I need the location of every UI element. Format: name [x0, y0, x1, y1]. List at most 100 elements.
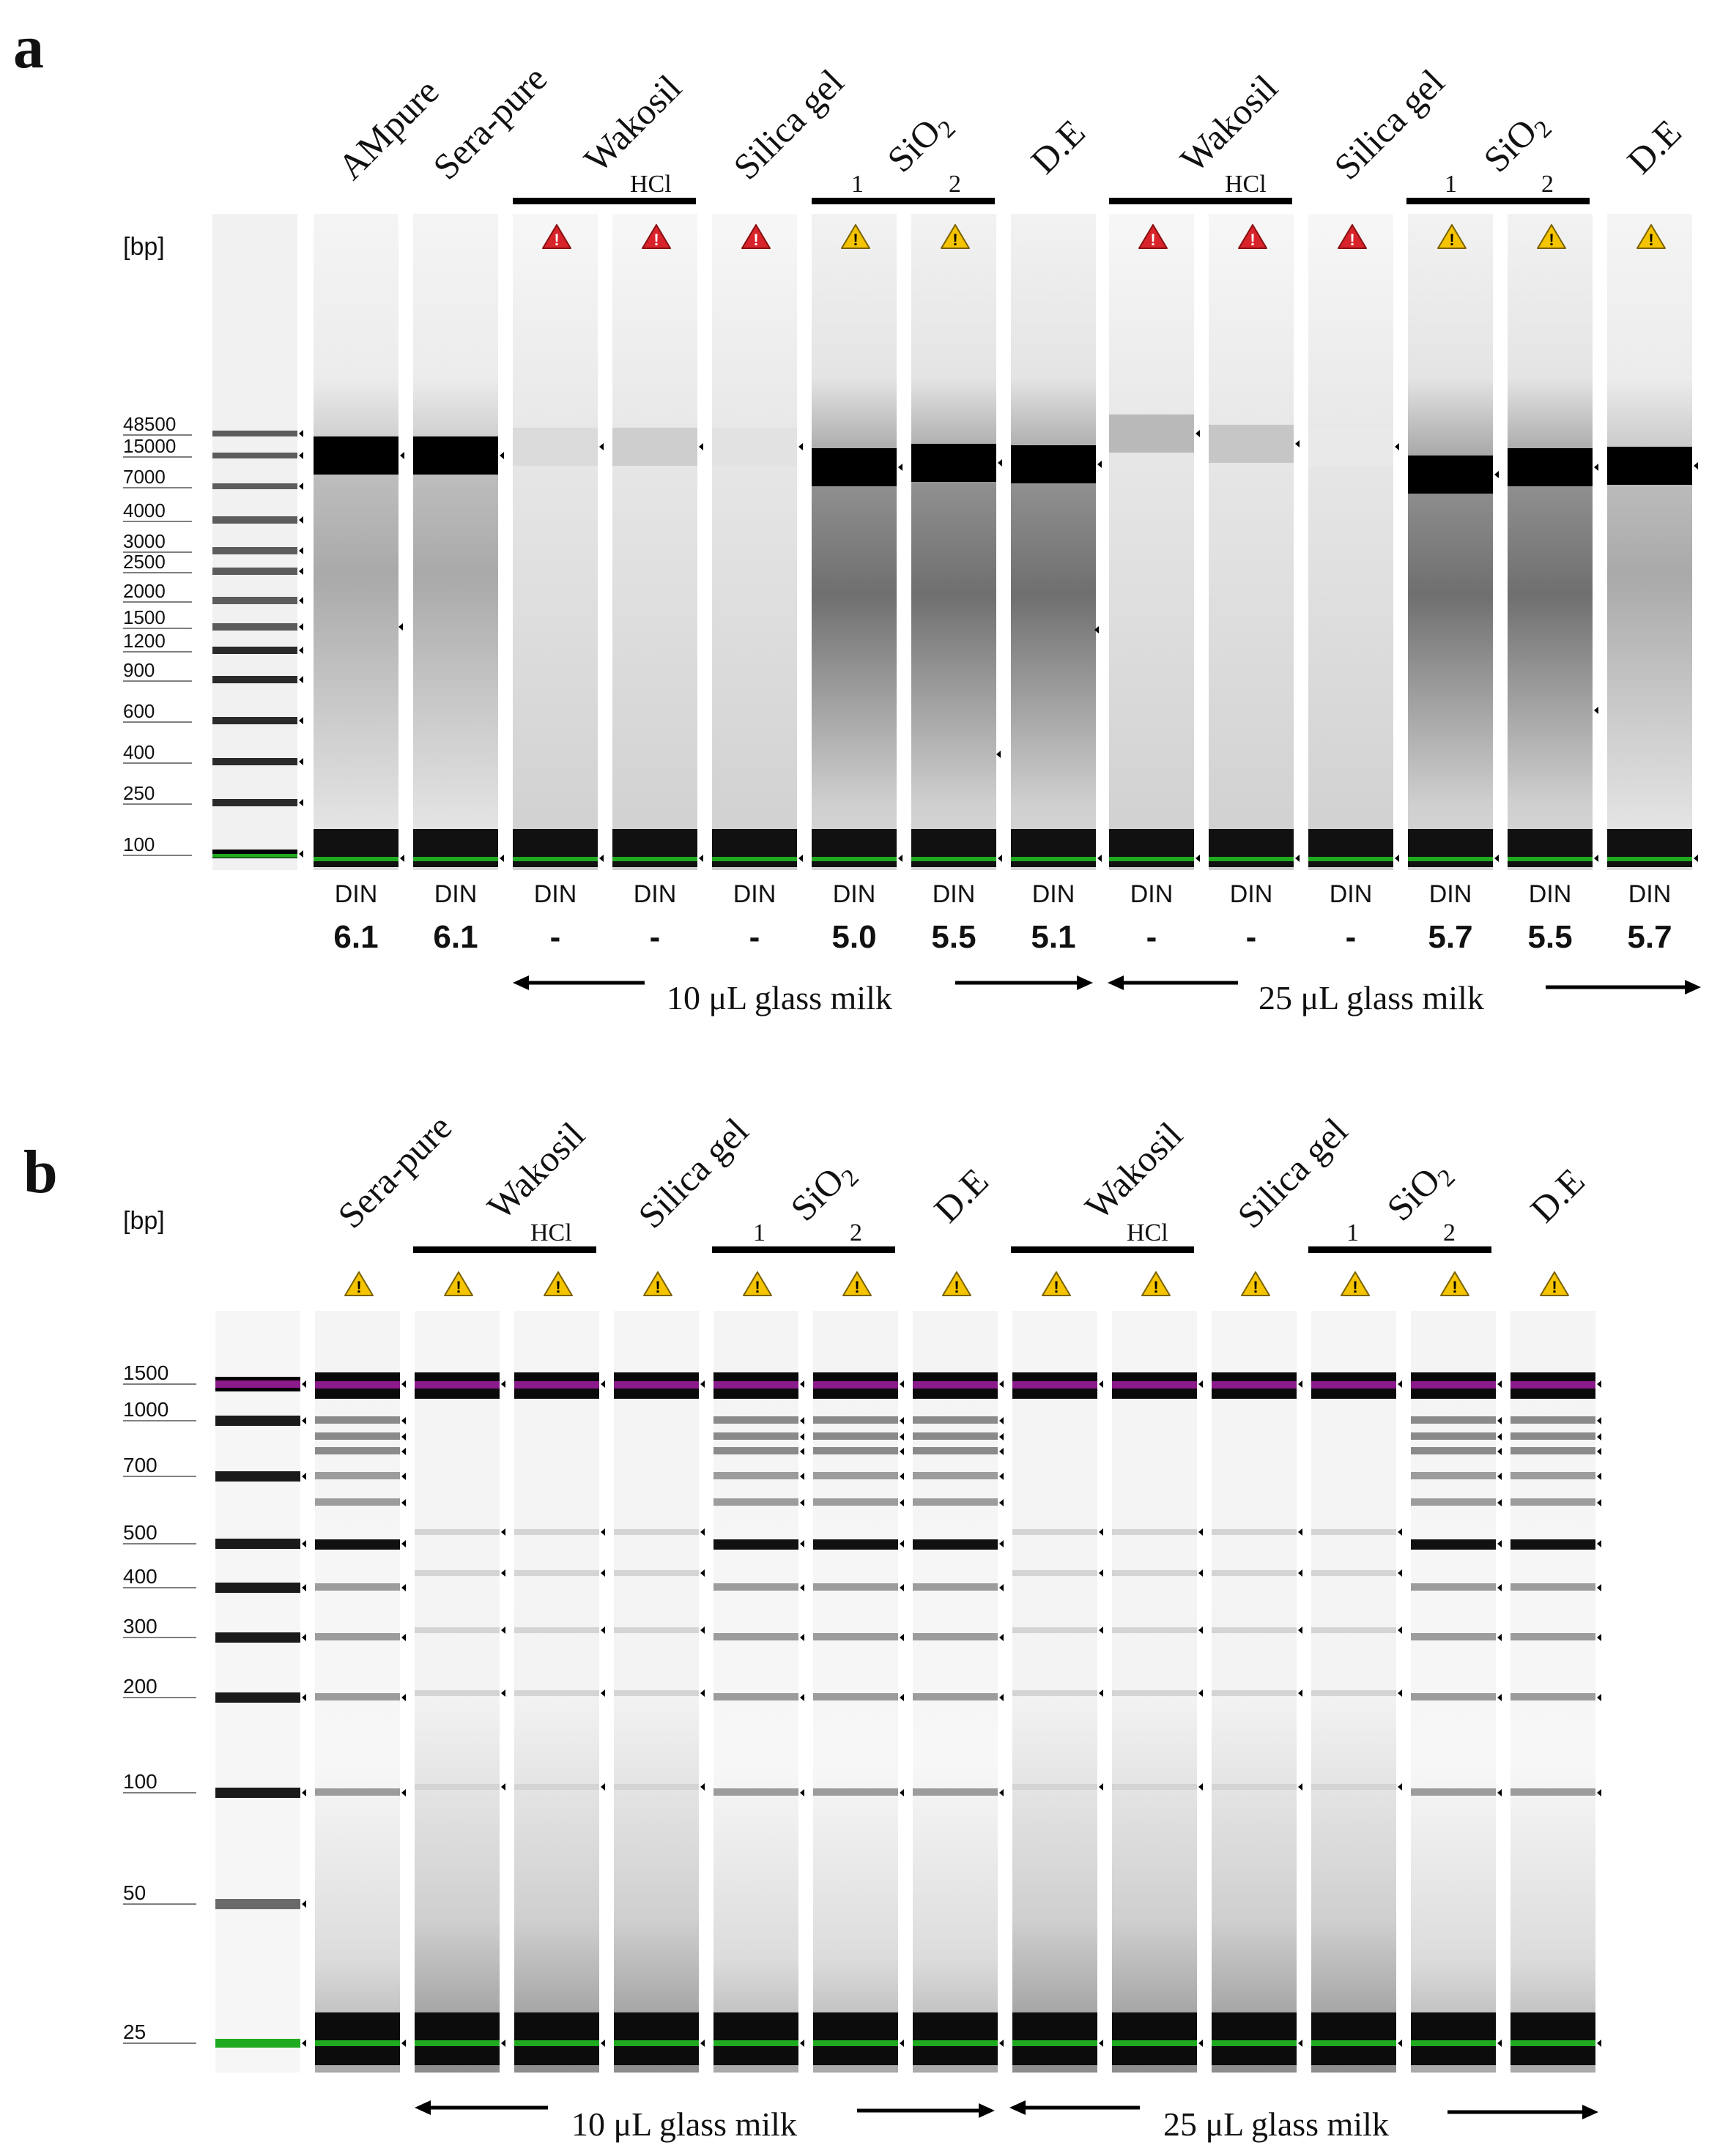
gel-band — [1012, 1570, 1097, 1576]
peak-marker — [798, 443, 803, 450]
peak-marker — [1099, 2040, 1103, 2047]
peak-marker — [1497, 1694, 1502, 1701]
panel-b-ladder-labels: 1500 1000 700 500 400 300 200 100 50 25 — [123, 1361, 196, 2044]
gel-band — [913, 1498, 998, 1506]
gel-band — [1112, 1690, 1197, 1696]
svg-text:!: ! — [1552, 1278, 1557, 1296]
ladder-band — [215, 1471, 300, 1482]
peak-marker — [1198, 1569, 1203, 1577]
peak-marker — [700, 2040, 705, 2047]
peak-marker — [999, 1473, 1004, 1480]
peak-marker — [1497, 1433, 1502, 1441]
ladder-label: 100 — [123, 1770, 157, 1793]
gel-band — [913, 1447, 998, 1454]
gel-lane — [1411, 1311, 1502, 2073]
peak-marker — [1597, 1584, 1601, 1591]
gel-band — [1411, 1693, 1496, 1700]
gel-band — [713, 1416, 798, 1424]
gel-lane — [1607, 214, 1698, 870]
din-label: DIN — [733, 880, 776, 908]
warning-yellow-icon: ! — [1141, 1271, 1171, 1296]
peak-marker — [1298, 1528, 1302, 1536]
peak-marker — [1597, 1448, 1601, 1455]
peak-marker — [800, 1540, 804, 1547]
b-lane-label-wakosil-10: Wakosil — [479, 1114, 593, 1227]
gel-band — [713, 1788, 798, 1796]
gel-band — [315, 1693, 400, 1700]
b-group-label-10ul: 10 μL glass milk — [571, 2105, 797, 2143]
peak-marker — [800, 1789, 804, 1796]
gel-band — [713, 1693, 798, 1700]
gel-band — [315, 1498, 400, 1506]
panel-a: a [bp] AMpure Sera-pure Wakosil Silica g… — [13, 13, 1701, 1016]
b-hcl-label-10: HCl — [530, 1219, 572, 1246]
peak-marker — [1298, 1690, 1302, 1697]
gel-lane — [1311, 1311, 1402, 2073]
peak-marker — [999, 1540, 1004, 1547]
peak-marker — [1398, 2040, 1402, 2047]
ladder-label: 200 — [123, 1675, 157, 1698]
din-value: - — [1246, 919, 1257, 955]
peak-marker — [302, 1694, 306, 1701]
peak-marker — [400, 855, 404, 862]
ladder-label: 2000 — [123, 580, 166, 602]
peak-marker — [1295, 855, 1300, 862]
peak-marker — [900, 1540, 904, 1547]
warning-yellow-icon: ! — [841, 224, 870, 249]
panel-b: b [bp] Sera-pure Wakosil Silica gel SiO2… — [23, 1107, 1601, 2143]
peak-marker — [401, 1433, 406, 1441]
gel-band — [713, 1498, 798, 1506]
lane-label-silica-gel-10: Silica gel — [725, 62, 851, 187]
gel-band — [614, 1627, 699, 1633]
peak-marker — [302, 2040, 306, 2047]
peak-marker — [999, 1584, 1004, 1591]
peak-marker — [501, 1783, 505, 1791]
sio2-sub-2: 2 — [949, 171, 961, 198]
peak-marker — [900, 1417, 904, 1424]
warning-yellow-icon: ! — [1241, 1271, 1270, 1296]
gel-band — [913, 1416, 998, 1424]
gel-band — [315, 1583, 400, 1591]
din-value: 5.1 — [1031, 919, 1075, 955]
din-value: 6.1 — [433, 919, 478, 955]
peak-marker — [1594, 855, 1598, 862]
hcl-label-25: HCl — [1225, 171, 1267, 198]
gel-band — [1411, 1583, 1496, 1591]
warning-yellow-icon: ! — [344, 1271, 374, 1296]
peak-marker — [1597, 1789, 1601, 1796]
peak-marker — [1099, 1783, 1103, 1791]
peak-marker — [1597, 1499, 1601, 1506]
peak-marker — [800, 1380, 804, 1388]
gel-band — [813, 1633, 898, 1640]
b-hcl-label-25: HCl — [1127, 1219, 1168, 1246]
din-value: 5.0 — [831, 919, 876, 955]
peak-marker — [1597, 1634, 1601, 1641]
ladder-band — [215, 1788, 300, 1798]
gel-band — [1012, 1627, 1097, 1633]
peak-marker — [1298, 2040, 1302, 2047]
peak-marker — [699, 855, 703, 862]
peak-marker — [599, 855, 604, 862]
gel-band — [1212, 1627, 1297, 1633]
peak-marker — [302, 1380, 306, 1388]
gel-band — [813, 1416, 898, 1424]
ladder-band — [215, 1692, 300, 1703]
ladder-lane — [212, 214, 297, 870]
gel-band — [1510, 1788, 1595, 1796]
gel-lane — [1011, 214, 1102, 870]
gel-band — [1411, 1416, 1496, 1424]
warning-red-icon: ! — [642, 224, 671, 249]
ladder-label: 100 — [123, 833, 155, 855]
ladder-band — [212, 431, 297, 436]
peak-marker — [1198, 1380, 1203, 1388]
peak-marker — [1497, 1634, 1502, 1641]
gel-band — [514, 1570, 599, 1576]
peak-marker — [302, 1584, 306, 1591]
b-sio2-sub-1: 1 — [753, 1219, 766, 1246]
ladder-label: 50 — [123, 1881, 146, 1904]
peak-marker — [1497, 1499, 1502, 1506]
peak-marker — [401, 1789, 406, 1796]
warning-red-icon: ! — [542, 224, 571, 249]
peak-marker — [1196, 855, 1200, 862]
peak-marker — [299, 568, 303, 575]
